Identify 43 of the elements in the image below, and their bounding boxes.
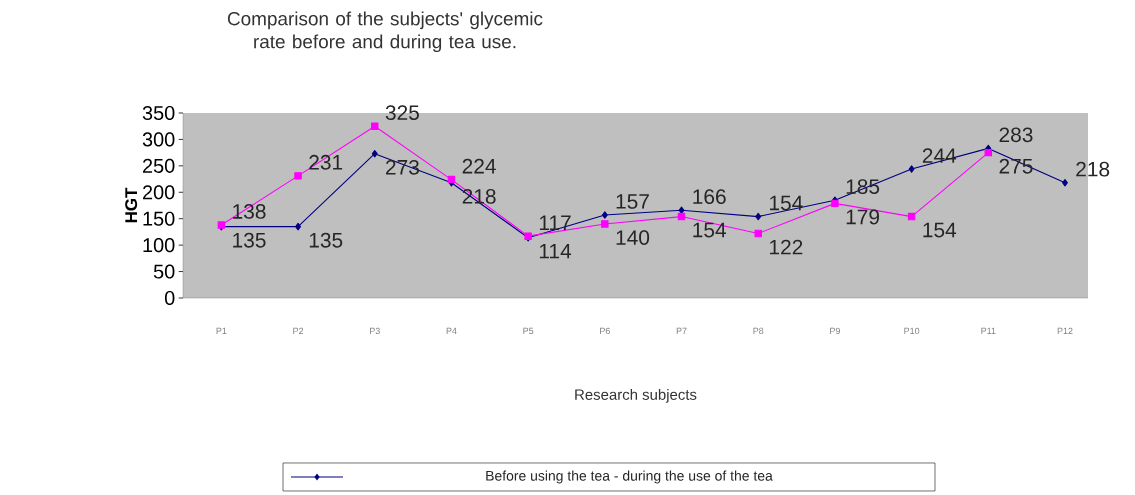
data-label: 244	[922, 148, 957, 163]
data-label: 218	[1076, 161, 1110, 177]
x-tick-label: P12	[1057, 327, 1073, 335]
y-axis-title: HGT	[125, 187, 138, 223]
data-label: 283	[999, 127, 1033, 143]
data-label: 275	[999, 158, 1033, 174]
x-tick-label: P1	[216, 327, 227, 334]
x-tick-label: P7	[676, 327, 687, 334]
x-tick-label: P4	[446, 327, 457, 334]
y-tick-label: 100	[143, 238, 175, 253]
x-tick-label: P11	[981, 327, 996, 334]
y-tick-label: 50	[153, 264, 175, 279]
x-tick-label: P3	[370, 327, 380, 335]
data-label: 154	[770, 195, 803, 211]
chart-title: Comparison of the subjects' glycemic rate before and during tea use.	[227, 11, 543, 53]
data-label: 154	[693, 222, 727, 238]
x-tick-label: P5	[523, 327, 534, 335]
data-label: 325	[385, 105, 419, 120]
data-label: 179	[846, 209, 880, 225]
data-label: 135	[233, 232, 266, 248]
y-tick-label: 0	[164, 290, 175, 306]
data-label: 224	[462, 158, 496, 174]
data-label: 157	[616, 194, 649, 209]
y-tick-label: 350	[142, 105, 175, 121]
x-tick-label: P6	[600, 327, 610, 335]
data-label: 114	[539, 243, 572, 259]
x-tick-label: P9	[830, 327, 840, 335]
y-tick-label: 200	[143, 185, 175, 200]
x-tick-label: P10	[904, 327, 920, 335]
data-label: 166	[693, 189, 726, 205]
data-label: 273	[385, 159, 419, 175]
y-tick-label: 150	[143, 211, 175, 226]
data-label: 135	[309, 232, 343, 248]
y-tick-label: 300	[142, 132, 175, 147]
data-label: 117	[539, 215, 571, 230]
y-tick-label: 250	[143, 158, 175, 173]
x-axis-title: Research subjects	[575, 388, 697, 403]
data-label: 140	[616, 230, 650, 245]
x-tick-label: P8	[753, 327, 764, 335]
data-label: 154	[923, 222, 957, 238]
text: Before using the tea - during the use of the tea	[486, 470, 773, 484]
x-tick-label: P2	[293, 327, 304, 335]
data-label: 122	[770, 239, 803, 255]
